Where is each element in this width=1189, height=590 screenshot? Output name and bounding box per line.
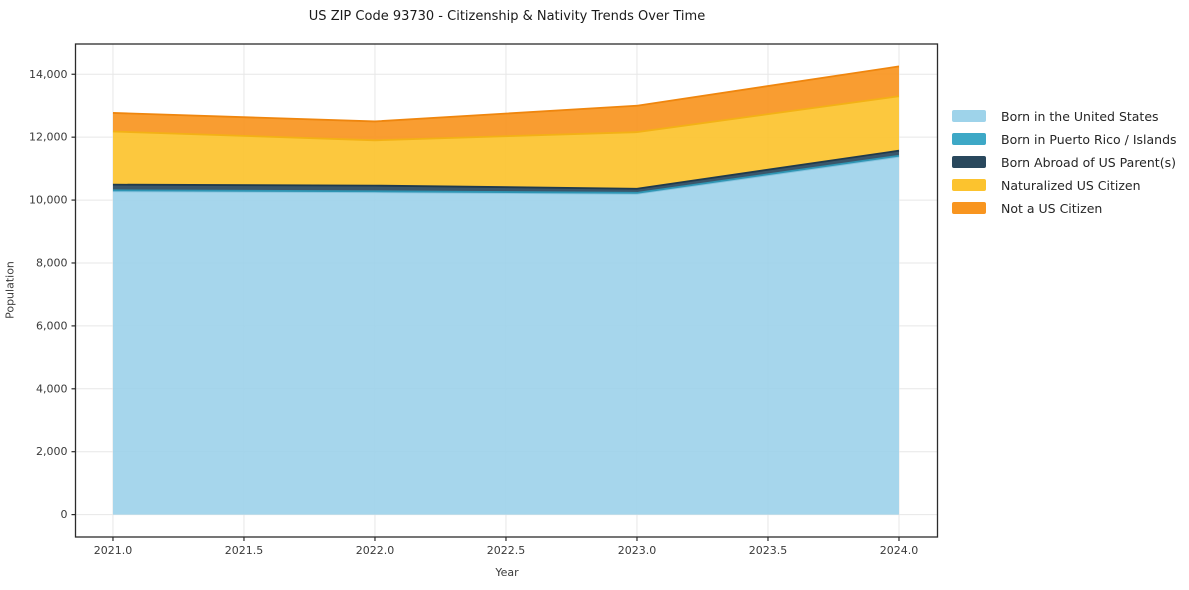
legend-item-born-abroad-of-us-parent-s: Born Abroad of US Parent(s): [952, 153, 1177, 171]
legend-swatch-icon: [952, 179, 986, 191]
y-tick-label: 2,000: [36, 445, 68, 458]
y-tick-label: 12,000: [29, 131, 68, 144]
edge-line-born-in-the-united-states: [112, 155, 900, 195]
y-tick-label: 10,000: [29, 194, 68, 207]
x-tick-label: 2021.5: [225, 544, 264, 557]
edge-line-naturalized-us-citizen: [112, 95, 900, 142]
legend-item-born-in-puerto-rico-islands: Born in Puerto Rico / Islands: [952, 130, 1177, 148]
y-tick-label: 14,000: [29, 68, 68, 81]
legend-item-born-in-the-united-states: Born in the United States: [952, 107, 1177, 125]
y-axis-label: Population: [3, 261, 17, 319]
x-tick-label: 2024.0: [880, 544, 919, 557]
y-tick-label: 6,000: [36, 319, 68, 332]
x-tick-label: 2023.5: [749, 544, 788, 557]
x-tick-label: 2023.0: [618, 544, 657, 557]
legend-swatch-icon: [952, 133, 986, 145]
y-tick-label: 0: [61, 508, 68, 521]
area-naturalized-us-citizen: [112, 96, 899, 189]
legend-label: Born in the United States: [1001, 108, 1159, 124]
edge-line-not-a-us-citizen: [112, 65, 900, 123]
area-born-in-the-united-states: [112, 156, 899, 515]
edge-line-born-abroad-of-us-parent-s: [112, 149, 900, 190]
y-tick-label: 4,000: [36, 382, 68, 395]
x-axis-label: Year: [495, 566, 519, 579]
x-tick-label: 2021.0: [94, 544, 133, 557]
area-not-a-us-citizen: [112, 66, 899, 141]
x-tick-label: 2022.0: [356, 544, 395, 557]
legend-label: Naturalized US Citizen: [1001, 177, 1141, 193]
y-tick-label: 8,000: [36, 256, 68, 269]
legend-swatch-icon: [952, 156, 986, 168]
legend-label: Born in Puerto Rico / Islands: [1001, 131, 1177, 147]
legend: Born in the United States Born in Puerto …: [952, 107, 1177, 222]
chart-title: US ZIP Code 93730 - Citizenship & Nativi…: [308, 9, 706, 24]
edge-line-born-in-puerto-rico-islands: [112, 154, 900, 194]
area-born-abroad-of-us-parent-s: [112, 150, 899, 193]
legend-label: Not a US Citizen: [1001, 200, 1103, 216]
legend-label: Born Abroad of US Parent(s): [1001, 154, 1176, 170]
legend-swatch-icon: [952, 202, 986, 214]
x-tick-label: 2022.5: [487, 544, 526, 557]
legend-swatch-icon: [952, 110, 986, 122]
legend-item-not-a-us-citizen: Not a US Citizen: [952, 199, 1177, 217]
legend-item-naturalized-us-citizen: Naturalized US Citizen: [952, 176, 1177, 194]
